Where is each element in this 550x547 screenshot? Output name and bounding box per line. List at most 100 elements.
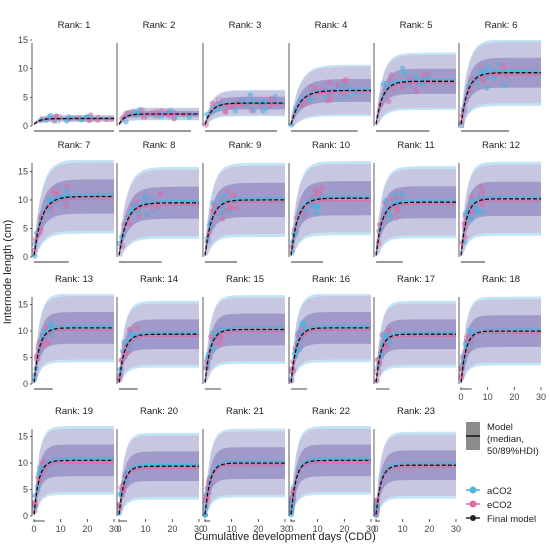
panel-title: Rank: 1 — [58, 20, 91, 31]
model-band-outer-aco2 — [119, 300, 199, 384]
eco2-point — [63, 203, 69, 209]
final-model-line — [33, 195, 114, 256]
y-tick-label: 0 — [23, 511, 28, 521]
eco2-point — [389, 196, 395, 202]
aco2-point — [154, 208, 161, 215]
model-band-outer-eco2 — [34, 296, 114, 384]
panel-title: Rank: 9 — [229, 140, 262, 151]
aco2-point — [260, 108, 266, 114]
aco2-median-line — [290, 324, 371, 383]
eco2-point — [219, 216, 226, 222]
final-model-line — [375, 464, 456, 515]
aco2-point — [45, 196, 52, 202]
eco2-point — [325, 97, 331, 104]
aco2-point — [288, 122, 295, 128]
x-tick-label: 30 — [109, 524, 119, 534]
panel-rank-22: Rank: 22 0 10 20 30 — [288, 406, 376, 534]
model-band-inner — [461, 315, 541, 384]
final-model-line — [118, 333, 199, 383]
aco2-point — [392, 191, 399, 197]
model-band-outer-eco2 — [205, 165, 285, 257]
model-band-outer-eco2 — [461, 42, 541, 126]
panel-rank-19: Rank: 19 0 5 10 15 0 10 20 30 — [18, 406, 119, 534]
aco2-median-line — [375, 462, 456, 515]
eco2-point — [127, 220, 133, 227]
aco2-point — [251, 107, 257, 114]
panel-title: Rank: 6 — [485, 20, 518, 31]
model-band-outer-eco2 — [376, 434, 456, 516]
y-tick-label: 5 — [23, 223, 28, 233]
model-band-outer-aco2 — [34, 294, 114, 384]
x-tick-label: 0 — [202, 524, 207, 534]
x-tick-label: 20 — [82, 524, 92, 534]
final-model-line — [204, 328, 285, 383]
aco2-point — [474, 210, 480, 216]
aco2-point — [123, 119, 129, 125]
x-tick-label: 0 — [31, 524, 36, 534]
eco2-point — [480, 78, 487, 84]
final-model-line — [33, 117, 114, 125]
x-tick-label: 10 — [227, 524, 237, 534]
eco2-point — [155, 203, 162, 210]
x-tick-label: 0 — [373, 524, 378, 534]
aco2-point — [221, 192, 228, 199]
aco2-median-line — [290, 457, 371, 515]
aco2-point — [401, 70, 408, 77]
model-band-outer-aco2 — [119, 432, 199, 516]
y-tick-label: 15 — [18, 166, 28, 176]
panel-title: Rank: 12 — [482, 140, 520, 151]
panel-rank-18: Rank: 18 0 10 20 30 — [458, 274, 546, 402]
legend-final-label: Final model — [487, 514, 536, 525]
panel-rank-2: Rank: 2 — [116, 20, 199, 132]
panel-title: Rank: 18 — [482, 274, 520, 285]
eco2-point — [268, 95, 275, 102]
panel-title: Rank: 19 — [55, 406, 93, 417]
model-band-outer-eco2 — [291, 164, 371, 257]
x-tick-label: 10 — [56, 524, 66, 534]
final-model-line — [375, 201, 456, 256]
x-tick-label: 20 — [509, 392, 519, 402]
panel-title: Rank: 14 — [140, 274, 178, 285]
final-model-line — [118, 202, 199, 256]
eco2-point — [334, 82, 341, 88]
model-band-inner — [205, 182, 285, 257]
y-tick-label: 5 — [23, 485, 28, 495]
y-tick-label: 10 — [18, 195, 28, 205]
panel-rank-13: Rank: 13 0 5 10 15 — [18, 274, 114, 390]
x-tick-label: 10 — [483, 392, 493, 402]
eco2-point — [303, 99, 309, 105]
eco2-median-line — [204, 331, 285, 383]
final-model-line — [204, 102, 285, 125]
model-band-outer-eco2 — [34, 428, 114, 516]
aco2-median-line — [290, 88, 371, 125]
x-tick-label: 20 — [424, 524, 434, 534]
final-model-line — [375, 80, 456, 125]
eco2-point — [388, 72, 395, 78]
panel-title: Rank: 23 — [397, 406, 435, 417]
final-model-line — [204, 462, 285, 515]
final-model-line — [460, 330, 541, 383]
eco2-median-line — [118, 467, 199, 515]
panel-rank-12: Rank: 12 — [458, 140, 541, 263]
eco2-point — [124, 350, 130, 356]
y-tick-label: 15 — [18, 35, 28, 45]
model-band-outer-eco2 — [119, 169, 199, 257]
x-tick-label: 30 — [280, 524, 290, 534]
model-band-outer-aco2 — [291, 161, 371, 257]
eco2-point — [136, 213, 143, 219]
aco2-point — [479, 209, 485, 215]
aco2-median-line — [204, 460, 285, 515]
y-tick-label: 0 — [23, 379, 28, 389]
final-model-line — [33, 459, 114, 515]
model-band-outer-aco2 — [461, 296, 541, 384]
eco2-point — [50, 189, 57, 195]
legend-eco2-label: eCO2 — [487, 500, 512, 511]
aco2-point — [128, 330, 134, 337]
eco2-point — [341, 78, 348, 85]
y-tick-label: 5 — [23, 353, 28, 363]
final-model-line — [460, 198, 541, 256]
eco2-point — [139, 107, 146, 114]
x-tick-label: 30 — [194, 524, 204, 534]
model-band-outer-aco2 — [291, 426, 371, 516]
